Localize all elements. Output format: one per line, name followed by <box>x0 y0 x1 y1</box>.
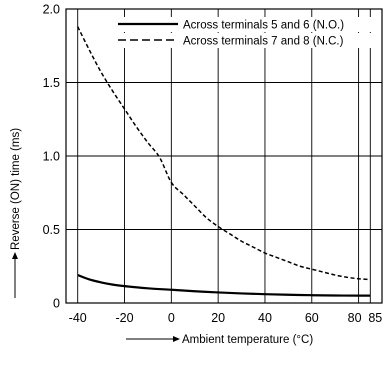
plot-area-frame <box>65 8 383 304</box>
series-line-no <box>77 274 371 297</box>
y-tick-label: 1.5 <box>43 76 60 90</box>
y-tick-label: 2.0 <box>43 3 60 17</box>
x-tick-label: 40 <box>258 311 272 325</box>
x-tick-label: 0 <box>168 311 175 325</box>
series-layer <box>77 26 371 297</box>
x-tick-label: 80 <box>348 311 362 325</box>
y-tick-label: 1.0 <box>43 150 60 164</box>
legend: Across terminals 5 and 6 (N.O.) Across te… <box>115 17 380 48</box>
grid <box>66 8 382 304</box>
x-axis-label: Ambient temperature (°C) <box>182 334 313 346</box>
y-tick-label: 0.5 <box>43 223 60 237</box>
y-axis-label: Reverse (ON) time (ms) <box>10 128 22 250</box>
x-tick-label: 85 <box>368 311 382 325</box>
x-tick-label: 20 <box>211 311 225 325</box>
y-tick-label: 0 <box>53 297 60 311</box>
legend-label: Across terminals 7 and 8 (N.C.) <box>183 36 344 48</box>
x-tick-label: 60 <box>305 311 319 325</box>
x-tick-label: -40 <box>69 311 87 325</box>
x-axis-arrow-head <box>173 336 180 342</box>
series-line-nc <box>77 26 371 281</box>
legend-label: Across terminals 5 and 6 (N.O.) <box>183 20 344 32</box>
legend-backing <box>115 33 380 48</box>
x-axis-title-group: Ambient temperature (°C) <box>126 334 313 346</box>
legend-backing <box>115 17 380 32</box>
y-axis-arrow-head <box>12 252 18 259</box>
tick-labels: -40 -20 0 20 40 60 80 85 0 0.5 1.0 1.5 2.0 <box>43 3 383 326</box>
y-axis-title-group: Reverse (ON) time (ms) <box>10 128 22 298</box>
x-tick-label: -20 <box>115 311 133 325</box>
